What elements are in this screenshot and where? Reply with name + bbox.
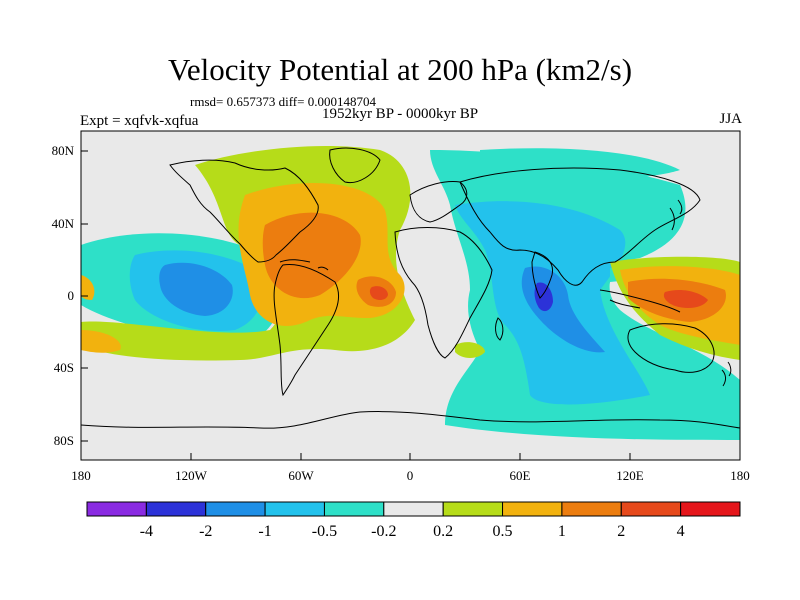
velocity-potential-field [81,131,740,460]
orange-region-atlantic [262,212,361,299]
coast-asia [459,167,701,286]
orange-yellow-patch-west-north [81,275,95,300]
coast-africa [394,227,493,359]
lon-tick-label: 60W [288,468,314,483]
colorbar-label: 0.2 [433,523,453,540]
lon-tick-label: 180 [730,468,750,483]
lon-tick-label: 120E [616,468,644,483]
coast-caribbean [279,259,329,271]
coast-madagascar [495,317,504,341]
cyan-region-north-lobe [480,148,680,181]
colorbar-swatch [205,501,266,517]
coast-antarctica [81,411,740,429]
coast-australia [627,323,715,373]
map-title: Velocity Potential at 200 hPa (km2/s) [167,52,633,87]
lat-tick-label: 80S [54,433,74,448]
lon-axis: 180 120W 60W 0 60E 120E 180 [71,453,750,483]
colorbar-label: -1 [258,523,271,540]
coastlines [81,147,740,429]
coast-new-zealand [721,361,732,387]
colorbar: -4 -2 -1 -0.5 -0.2 0.2 0.5 1 2 4 [86,501,741,540]
red-orange-core-africa [369,286,388,300]
colorbar-swatch [561,501,622,517]
colorbar-label: 1 [558,523,566,540]
lat-tick-label: 40N [52,216,75,231]
coast-indonesia [599,289,681,313]
colorbar-label: -2 [199,523,212,540]
coast-greenland [329,147,381,184]
coast-europe [409,181,468,223]
colorbar-label: 2 [617,523,625,540]
lat-tick-label: 40S [54,360,74,375]
colorbar-swatch [502,501,563,517]
coast-india [531,251,554,299]
lon-tick-label: 0 [407,468,414,483]
lon-tick-label: 180 [71,468,91,483]
coast-japan [669,199,683,231]
colorbar-label: -0.2 [371,523,396,540]
colorbar-swatch [86,501,147,517]
colorbar-swatch [264,501,325,517]
lat-tick-label: 80N [52,143,75,158]
yellow-green-patch-africa [455,342,485,358]
period-text: 1952kyr BP - 0000kyr BP [321,106,479,122]
colorbar-label: 4 [677,523,685,540]
colorbar-swatch [620,501,682,517]
experiment-label: Expt = xqfvk-xqfua [80,113,199,129]
lon-tick-label: 60E [510,468,531,483]
colorbar-swatch [323,501,385,517]
colorbar-swatch [383,501,444,517]
lon-tick-label: 120W [175,468,208,483]
dark-blue-core-east [534,282,553,312]
lat-tick-label: 0 [68,288,75,303]
orange-yellow-patch-west [81,330,121,353]
colorbar-swatch [680,501,741,517]
red-orange-core-maritime [663,289,708,308]
colorbar-swatch [442,501,504,517]
colorbar-label: 0.5 [493,523,513,540]
colorbar-label: -0.5 [312,523,337,540]
coast-north-america [169,159,319,263]
lat-axis: 80N 40N 0 40S 80S [52,143,88,448]
stats-text: rmsd= 0.657373 diff= 0.000148704 [190,94,376,109]
colorbar-label: -4 [140,523,153,540]
coast-south-america [273,263,339,397]
mid-blue-region-pacific [159,262,233,316]
season-label: JJA [719,111,742,127]
colorbar-swatch [145,501,207,517]
